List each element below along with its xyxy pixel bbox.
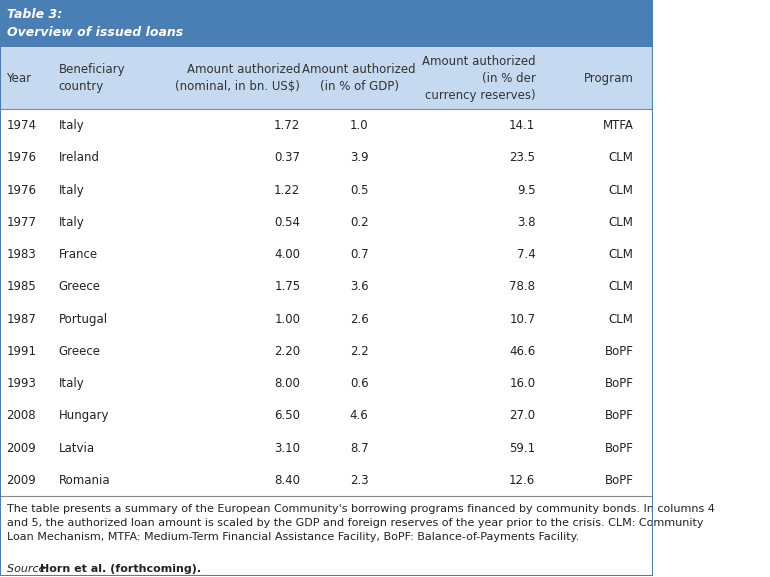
Text: Italy: Italy: [59, 377, 85, 390]
Bar: [0, 238, 653, 271]
Bar: [0, 271, 653, 303]
Text: Latvia: Latvia: [59, 441, 95, 455]
Bar: [0, 206, 653, 238]
Text: Program: Program: [584, 72, 633, 85]
Text: CLM: CLM: [608, 248, 633, 261]
Text: 3.10: 3.10: [274, 441, 300, 455]
Text: Greece: Greece: [59, 280, 101, 293]
Text: 0.37: 0.37: [274, 151, 300, 164]
Text: 1987: 1987: [6, 313, 36, 325]
Text: 1993: 1993: [6, 377, 36, 390]
Text: 8.00: 8.00: [274, 377, 300, 390]
Bar: [0, 303, 653, 335]
Text: 8.7: 8.7: [350, 441, 368, 455]
Text: 2.3: 2.3: [350, 474, 368, 487]
Text: CLM: CLM: [608, 216, 633, 229]
Text: Amount authorized
(in % of GDP): Amount authorized (in % of GDP): [303, 63, 416, 93]
Bar: [0, 432, 653, 464]
Text: Amount authorized
(nominal, in bn. US$): Amount authorized (nominal, in bn. US$): [176, 63, 300, 93]
Text: 9.5: 9.5: [517, 183, 535, 197]
Text: Horn et al. (forthcoming).: Horn et al. (forthcoming).: [41, 564, 202, 574]
Text: 3.6: 3.6: [350, 280, 368, 293]
Text: CLM: CLM: [608, 313, 633, 325]
Text: 1985: 1985: [6, 280, 36, 293]
Bar: [0, 368, 653, 400]
Text: Greece: Greece: [59, 345, 101, 358]
Text: CLM: CLM: [608, 280, 633, 293]
Text: BoPF: BoPF: [604, 441, 633, 455]
Text: 1977: 1977: [6, 216, 36, 229]
Text: Italy: Italy: [59, 119, 85, 132]
Text: Table 3:
Overview of issued loans: Table 3: Overview of issued loans: [6, 8, 182, 39]
Text: 23.5: 23.5: [510, 151, 535, 164]
Text: 16.0: 16.0: [509, 377, 535, 390]
Text: 1976: 1976: [6, 183, 36, 197]
Text: Year: Year: [6, 72, 32, 85]
Bar: [0, 0, 653, 47]
Text: 2009: 2009: [6, 441, 36, 455]
Text: Romania: Romania: [59, 474, 110, 487]
Text: 4.6: 4.6: [350, 409, 369, 422]
Text: France: France: [59, 248, 98, 261]
Text: 3.8: 3.8: [517, 216, 535, 229]
Bar: [0, 142, 653, 174]
Text: 0.2: 0.2: [350, 216, 368, 229]
Text: 1976: 1976: [6, 151, 36, 164]
Text: 78.8: 78.8: [510, 280, 535, 293]
Text: 1974: 1974: [6, 119, 36, 132]
Text: BoPF: BoPF: [604, 409, 633, 422]
Text: 4.00: 4.00: [274, 248, 300, 261]
Text: 2.6: 2.6: [350, 313, 369, 325]
Text: 59.1: 59.1: [509, 441, 535, 455]
Text: Italy: Italy: [59, 216, 85, 229]
Text: BoPF: BoPF: [604, 377, 633, 390]
Text: Italy: Italy: [59, 183, 85, 197]
Bar: [0, 110, 653, 142]
Text: 46.6: 46.6: [509, 345, 535, 358]
Text: 0.6: 0.6: [350, 377, 368, 390]
Text: 10.7: 10.7: [509, 313, 535, 325]
Bar: [0, 174, 653, 206]
Text: 2.2: 2.2: [350, 345, 369, 358]
Text: Ireland: Ireland: [59, 151, 100, 164]
Text: The table presents a summary of the European Community's borrowing programs fina: The table presents a summary of the Euro…: [6, 504, 715, 542]
Text: CLM: CLM: [608, 183, 633, 197]
Text: BoPF: BoPF: [604, 345, 633, 358]
Text: 0.54: 0.54: [274, 216, 300, 229]
Text: 2.20: 2.20: [274, 345, 300, 358]
Text: 1.0: 1.0: [350, 119, 368, 132]
Text: MTFA: MTFA: [602, 119, 633, 132]
Text: 2008: 2008: [6, 409, 36, 422]
Text: 27.0: 27.0: [509, 409, 535, 422]
Text: 3.9: 3.9: [350, 151, 368, 164]
Bar: [0, 335, 653, 368]
Text: CLM: CLM: [608, 151, 633, 164]
Text: Hungary: Hungary: [59, 409, 109, 422]
Text: BoPF: BoPF: [604, 474, 633, 487]
Text: 0.5: 0.5: [350, 183, 368, 197]
Text: 1983: 1983: [6, 248, 36, 261]
Text: 1.00: 1.00: [274, 313, 300, 325]
Text: Beneficiary
country: Beneficiary country: [59, 63, 126, 93]
Text: 0.7: 0.7: [350, 248, 368, 261]
Text: 12.6: 12.6: [509, 474, 535, 487]
Text: 2009: 2009: [6, 474, 36, 487]
Bar: [0, 464, 653, 496]
Text: 14.1: 14.1: [509, 119, 535, 132]
Text: Source:: Source:: [6, 564, 52, 574]
Text: 1.75: 1.75: [274, 280, 300, 293]
Text: Amount authorized
(in % der
currency reserves): Amount authorized (in % der currency res…: [422, 55, 535, 102]
Bar: [0, 400, 653, 432]
Text: 1.72: 1.72: [274, 119, 300, 132]
Text: 8.40: 8.40: [274, 474, 300, 487]
Text: 7.4: 7.4: [517, 248, 535, 261]
Text: 1991: 1991: [6, 345, 36, 358]
Text: Portugal: Portugal: [59, 313, 108, 325]
Text: 6.50: 6.50: [274, 409, 300, 422]
Bar: [0, 47, 653, 110]
Text: 1.22: 1.22: [274, 183, 300, 197]
